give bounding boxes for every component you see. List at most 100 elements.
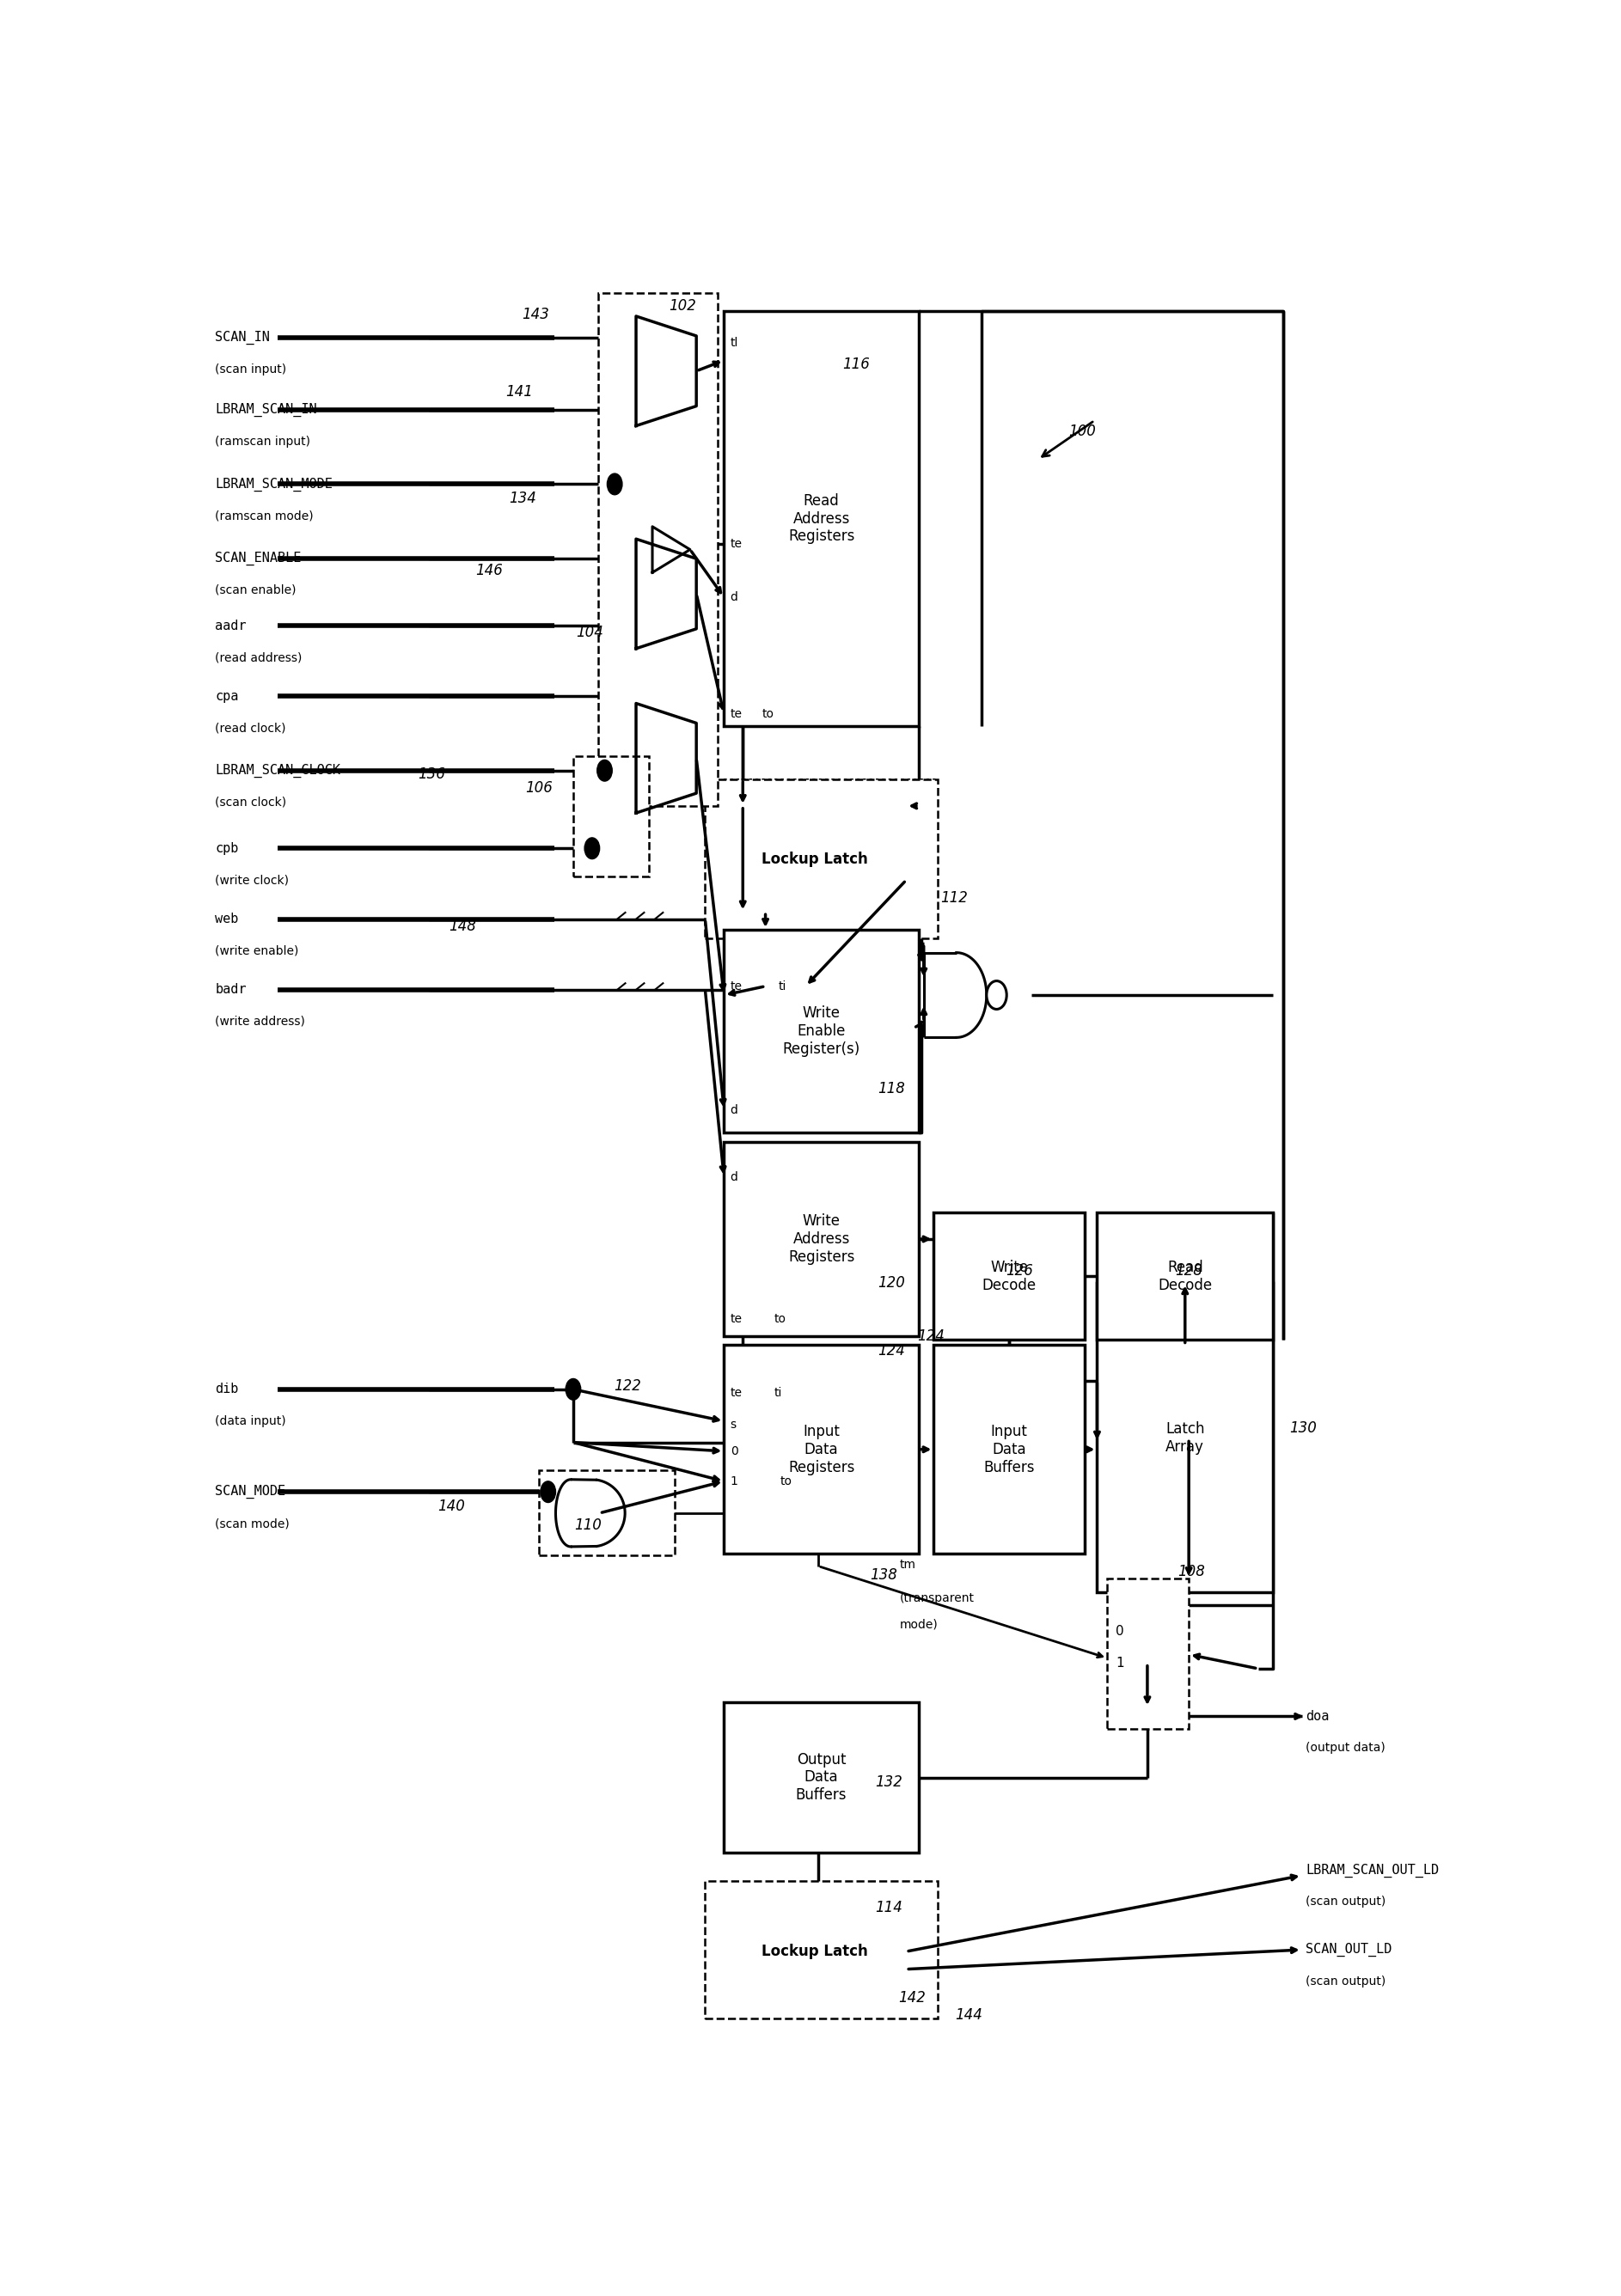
- Text: Write
Enable
Register(s): Write Enable Register(s): [783, 1006, 861, 1056]
- Text: 116: 116: [843, 356, 869, 372]
- Text: 120: 120: [877, 1277, 905, 1290]
- Text: LBRAM_SCAN_CLOCK: LBRAM_SCAN_CLOCK: [216, 765, 340, 778]
- Text: 0: 0: [1115, 1626, 1125, 1637]
- Text: te: te: [731, 1313, 742, 1325]
- Text: SCAN_IN: SCAN_IN: [216, 331, 271, 344]
- Text: te: te: [731, 707, 742, 721]
- Bar: [725, 806, 906, 912]
- Bar: [1097, 1212, 1272, 1341]
- Text: 144: 144: [955, 2007, 982, 2023]
- Bar: [725, 1345, 919, 1554]
- Bar: [598, 294, 718, 806]
- Text: 130: 130: [1289, 1421, 1316, 1435]
- Bar: [934, 1212, 1084, 1341]
- Text: tl: tl: [731, 338, 738, 349]
- Text: 134: 134: [509, 491, 537, 505]
- Text: te: te: [731, 1387, 742, 1398]
- Text: Lockup Latch: Lockup Latch: [762, 1945, 869, 1958]
- Text: d: d: [731, 1104, 738, 1116]
- Text: (write address): (write address): [216, 1015, 305, 1029]
- Text: dib: dib: [216, 1382, 238, 1396]
- Text: 118: 118: [877, 1081, 905, 1097]
- Text: tm: tm: [900, 1559, 916, 1570]
- Text: LBRAM_SCAN_IN: LBRAM_SCAN_IN: [216, 402, 318, 418]
- Text: Write
Address
Registers: Write Address Registers: [788, 1212, 854, 1265]
- Text: d: d: [731, 1171, 738, 1182]
- Bar: [934, 1345, 1084, 1554]
- Text: aadr: aadr: [216, 620, 246, 631]
- Text: (data input): (data input): [216, 1414, 287, 1428]
- Text: (ramscan input): (ramscan input): [216, 436, 311, 448]
- Text: cpb: cpb: [216, 843, 238, 854]
- Text: Read
Decode: Read Decode: [1157, 1261, 1213, 1293]
- Text: 112: 112: [940, 891, 968, 905]
- Bar: [1097, 1283, 1272, 1593]
- Text: to: to: [775, 1313, 786, 1325]
- Text: (scan output): (scan output): [1305, 1975, 1386, 1988]
- Bar: [1107, 1577, 1188, 1729]
- Text: 108: 108: [1177, 1564, 1204, 1580]
- Text: to: to: [762, 707, 773, 721]
- Text: Read
Address
Registers: Read Address Registers: [788, 494, 854, 544]
- Text: (transparent: (transparent: [900, 1591, 974, 1605]
- Text: 124: 124: [877, 1343, 905, 1359]
- Text: d: d: [731, 592, 738, 604]
- Bar: [540, 1472, 674, 1554]
- Text: 124: 124: [917, 1329, 945, 1343]
- Text: 0: 0: [731, 1444, 738, 1458]
- Text: (read address): (read address): [216, 652, 303, 664]
- Text: 110: 110: [574, 1518, 601, 1534]
- Text: (scan output): (scan output): [1305, 1896, 1386, 1908]
- Text: 100: 100: [1068, 422, 1096, 439]
- Text: mode): mode): [900, 1619, 939, 1630]
- Text: (ramscan mode): (ramscan mode): [216, 510, 314, 521]
- Text: web: web: [216, 912, 238, 925]
- Text: to: to: [781, 1476, 793, 1488]
- Text: SCAN_ENABLE: SCAN_ENABLE: [216, 551, 302, 565]
- Bar: [705, 1880, 937, 2018]
- Text: 104: 104: [575, 625, 603, 641]
- Circle shape: [597, 760, 613, 781]
- Text: (read clock): (read clock): [216, 723, 285, 735]
- Text: 132: 132: [875, 1775, 903, 1789]
- Text: (output data): (output data): [1305, 1743, 1386, 1754]
- Text: 146: 146: [475, 563, 503, 579]
- Text: (scan clock): (scan clock): [216, 797, 287, 808]
- Text: 138: 138: [870, 1568, 898, 1582]
- Text: (scan enable): (scan enable): [216, 583, 297, 597]
- Text: 141: 141: [506, 383, 533, 400]
- Text: 140: 140: [438, 1499, 465, 1513]
- Text: 126: 126: [1005, 1263, 1033, 1279]
- Text: (scan input): (scan input): [216, 363, 287, 374]
- Text: 142: 142: [898, 1991, 926, 2004]
- Bar: [574, 755, 648, 877]
- Text: 143: 143: [522, 308, 550, 321]
- Text: doa: doa: [1305, 1711, 1329, 1722]
- Bar: [725, 1899, 906, 2004]
- Text: 128: 128: [1175, 1263, 1203, 1279]
- Circle shape: [608, 473, 622, 494]
- Bar: [725, 310, 919, 726]
- Text: LBRAM_SCAN_MODE: LBRAM_SCAN_MODE: [216, 478, 332, 491]
- Text: Lockup Latch: Lockup Latch: [762, 852, 869, 866]
- Text: 1: 1: [731, 1476, 738, 1488]
- Text: Output
Data
Buffers: Output Data Buffers: [796, 1752, 846, 1802]
- Text: 106: 106: [525, 781, 553, 797]
- Text: SCAN_MODE: SCAN_MODE: [216, 1486, 285, 1499]
- Bar: [725, 1701, 919, 1853]
- Circle shape: [540, 1481, 556, 1502]
- Text: 136: 136: [418, 767, 446, 783]
- Text: 114: 114: [875, 1899, 903, 1915]
- Circle shape: [585, 838, 600, 859]
- Text: Input
Data
Buffers: Input Data Buffers: [984, 1424, 1034, 1474]
- Text: te: te: [731, 537, 742, 551]
- Text: (write enable): (write enable): [216, 946, 298, 957]
- Text: (scan mode): (scan mode): [216, 1518, 290, 1529]
- Circle shape: [566, 1378, 580, 1401]
- Text: cpa: cpa: [216, 689, 238, 703]
- Bar: [725, 1141, 919, 1336]
- Text: 148: 148: [449, 918, 477, 934]
- Circle shape: [987, 980, 1007, 1010]
- Text: (write clock): (write clock): [216, 875, 289, 886]
- Text: 102: 102: [669, 298, 697, 312]
